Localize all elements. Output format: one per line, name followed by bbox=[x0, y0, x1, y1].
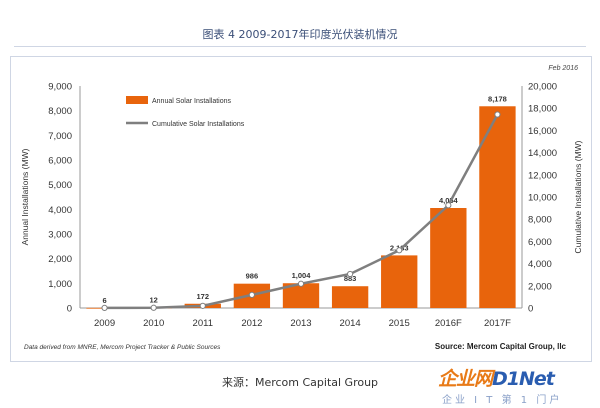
y2-tick-label: 18,000 bbox=[528, 104, 557, 115]
y2-axis-title: Cumulative Installations (MW) bbox=[573, 140, 583, 253]
y2-tick-label: 2,000 bbox=[528, 281, 552, 292]
y2-tick-label: 16,000 bbox=[528, 126, 557, 137]
cumulative-point-2011 bbox=[199, 302, 206, 309]
y-tick-label: 9,000 bbox=[48, 82, 72, 93]
x-tick-label: 2016F bbox=[435, 318, 462, 329]
y-tick-label: 6,000 bbox=[48, 156, 72, 167]
bar-2016F bbox=[430, 208, 467, 308]
y2-tick-label: 10,000 bbox=[528, 193, 557, 204]
y2-tick-label: 20,000 bbox=[528, 82, 557, 93]
figure-caption: 来源：Mercom Capital Group bbox=[221, 376, 379, 389]
y-tick-label: 3,000 bbox=[48, 230, 72, 241]
data-label-2017F: 8,178 bbox=[488, 94, 507, 103]
y-tick-label: 0 bbox=[67, 304, 72, 315]
data-label-2012: 986 bbox=[246, 272, 259, 281]
bar-2014 bbox=[331, 286, 369, 308]
cumulative-point-2013 bbox=[297, 280, 305, 287]
x-tick-label: 2010 bbox=[143, 318, 164, 329]
data-label-2016F: 4,054 bbox=[439, 196, 459, 205]
watermark-text: 企业网D1Net bbox=[438, 368, 555, 390]
data-label-2011: 172 bbox=[197, 292, 210, 301]
x-tick-label: 2015 bbox=[389, 318, 410, 329]
y2-tick-label: 8,000 bbox=[528, 215, 552, 226]
y-tick-label: 1,000 bbox=[48, 279, 72, 290]
data-label-2010: 12 bbox=[149, 296, 157, 305]
y2-tick-label: 12,000 bbox=[528, 170, 557, 181]
y-tick-label: 7,000 bbox=[48, 131, 72, 142]
x-tick-label: 2012 bbox=[241, 318, 262, 329]
y2-tick-label: 6,000 bbox=[528, 237, 552, 248]
bar-2017F bbox=[479, 106, 516, 308]
data-label-2014: 883 bbox=[344, 274, 357, 283]
y2-tick-label: 0 bbox=[528, 304, 533, 315]
y2-tick-label: 14,000 bbox=[528, 148, 557, 159]
x-tick-label: 2009 bbox=[94, 318, 115, 329]
x-tick-label: 2014 bbox=[340, 318, 361, 329]
chart-source: Source: Mercom Capital Group, llc bbox=[435, 342, 567, 351]
cumulative-point-2015 bbox=[396, 247, 403, 254]
legend-label-cumulative: Cumulative Solar Installations bbox=[152, 121, 245, 128]
chart-figure-title: 图表 4 2009-2017年印度光伏装机情况 bbox=[202, 28, 398, 41]
watermark-logo: 企业网D1Net 企业 I T 第 1 门户 bbox=[438, 364, 598, 406]
watermark-subtext: 企业 I T 第 1 门户 bbox=[442, 395, 563, 406]
legend-label-annual: Annual Solar Installations bbox=[152, 98, 231, 105]
chart-legend: Annual Solar Installations Cumulative So… bbox=[126, 96, 245, 128]
bar-2015 bbox=[381, 255, 418, 308]
cumulative-point-2012 bbox=[248, 291, 255, 299]
cumulative-point-2017F bbox=[494, 111, 501, 118]
cumulative-point-2014 bbox=[347, 270, 354, 278]
y-tick-label: 2,000 bbox=[48, 254, 72, 265]
x-tick-label: 2013 bbox=[290, 318, 311, 329]
data-label-2013: 1,004 bbox=[292, 271, 312, 280]
cumulative-point-2010 bbox=[150, 304, 157, 311]
x-tick-label: 2011 bbox=[193, 318, 213, 329]
data-footnote: Data derived from MNRE, Mercom Project T… bbox=[24, 344, 221, 351]
data-label-2009: 6 bbox=[102, 296, 106, 305]
y-axis-title: Annual Installations (MW) bbox=[20, 148, 30, 245]
title-divider bbox=[14, 46, 586, 47]
y-tick-label: 5,000 bbox=[48, 180, 72, 191]
date-note: Feb 2016 bbox=[548, 65, 578, 72]
y2-tick-label: 4,000 bbox=[528, 259, 552, 270]
cumulative-point-2016F bbox=[445, 202, 452, 209]
y-tick-label: 4,000 bbox=[48, 205, 72, 216]
y-tick-label: 8,000 bbox=[48, 106, 72, 117]
cumulative-point-2009 bbox=[101, 304, 108, 311]
x-tick-label: 2017F bbox=[484, 318, 511, 329]
legend-swatch-annual bbox=[126, 96, 148, 104]
